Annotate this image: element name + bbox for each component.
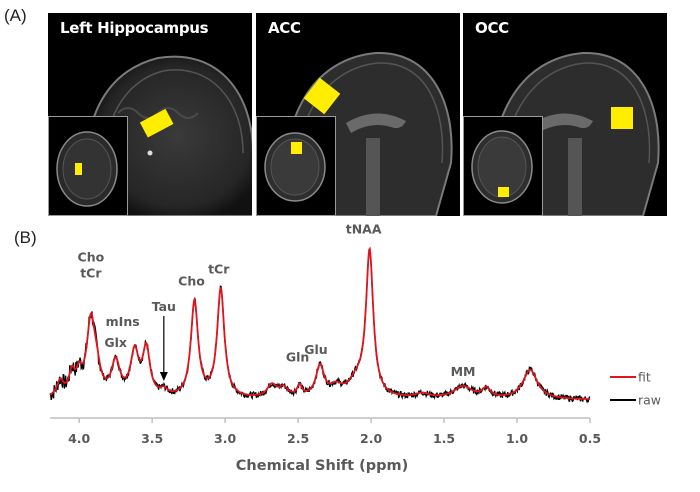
- voxel-marker-inset: [291, 142, 302, 154]
- peak-label-tau: Tau: [152, 299, 176, 314]
- peak-label-tcr: tCr: [208, 262, 230, 277]
- region-title: OCC: [475, 19, 509, 37]
- panel-b-label: (B): [14, 228, 37, 247]
- x-tick-label: 2.5: [287, 431, 309, 446]
- legend-label-raw: raw: [638, 393, 661, 408]
- region-title: ACC: [268, 19, 301, 37]
- mri-panel-acc: ACC: [256, 13, 460, 216]
- peak-label-mm: MM: [451, 364, 476, 379]
- mri-panel-occ: OCC: [463, 13, 667, 216]
- mri-panel-left-hippocampus: Left Hippocampus: [48, 13, 252, 216]
- axial-inset: [256, 116, 336, 216]
- series-fit-line: [49, 246, 590, 400]
- x-tick-label: 3.0: [214, 431, 236, 446]
- arrow-down-icon: [159, 372, 168, 382]
- voxel-marker-inset: [498, 187, 509, 197]
- peak-label-mins: mIns: [106, 314, 140, 329]
- region-title: Left Hippocampus: [60, 19, 209, 37]
- x-axis: 4.0 3.5 3.0 2.5 2.0 1.5 1.0 0.5: [50, 417, 601, 446]
- x-tick-label: 0.5: [579, 431, 601, 446]
- axial-inset: [48, 116, 128, 216]
- peak-label-cho: Cho: [178, 273, 205, 288]
- series-raw-line: [49, 249, 591, 404]
- x-axis-title: Chemical Shift (ppm): [236, 458, 408, 474]
- x-tick-label: 1.5: [433, 431, 455, 446]
- voxel-marker: [611, 107, 633, 129]
- legend-label-fit: fit: [638, 370, 651, 385]
- peak-label-glx: Glx: [104, 335, 127, 350]
- x-tick-label: 4.0: [68, 431, 90, 446]
- voxel-marker: [303, 77, 341, 115]
- peak-label-tnaa: tNAA: [346, 221, 382, 236]
- axial-inset: [463, 116, 543, 216]
- voxel-marker: [139, 108, 174, 138]
- panel-a-label: (A): [4, 6, 27, 25]
- peak-label-cho: Cho: [78, 249, 105, 264]
- legend: fit raw: [610, 370, 661, 408]
- x-tick-label: 2.0: [360, 431, 382, 446]
- peak-label-glu: Glu: [304, 342, 327, 357]
- peak-label-gln: Gln: [286, 349, 309, 364]
- x-tick-label: 1.0: [506, 431, 528, 446]
- x-tick-label: 3.5: [141, 431, 163, 446]
- peak-label-tcr: tCr: [80, 265, 102, 280]
- voxel-marker-inset: [75, 163, 82, 175]
